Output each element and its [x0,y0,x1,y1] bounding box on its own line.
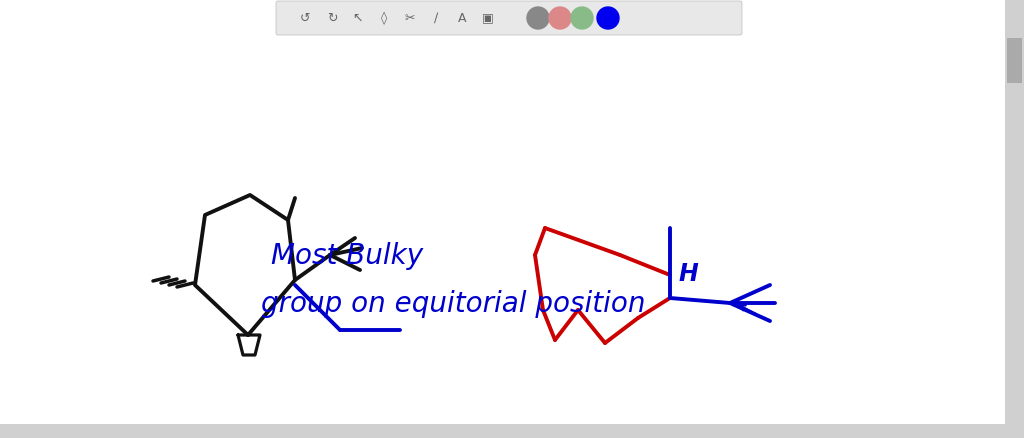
Text: ∕: ∕ [434,11,438,25]
Circle shape [597,7,618,29]
Text: group on equitorial position: group on equitorial position [261,290,645,318]
Bar [0,424,1005,438]
Text: ↺: ↺ [300,11,310,25]
Text: ✂: ✂ [404,11,416,25]
Text: ◊: ◊ [381,11,387,25]
Bar [1007,38,1022,83]
FancyBboxPatch shape [276,1,742,35]
Circle shape [571,7,593,29]
Text: Most Bulky: Most Bulky [271,242,424,270]
Text: A: A [458,11,466,25]
Text: ↻: ↻ [327,11,337,25]
Circle shape [527,7,549,29]
Text: H: H [678,262,698,286]
Bar [1005,0,1024,438]
Circle shape [549,7,571,29]
Text: ▣: ▣ [482,11,494,25]
Text: ↖: ↖ [352,11,364,25]
